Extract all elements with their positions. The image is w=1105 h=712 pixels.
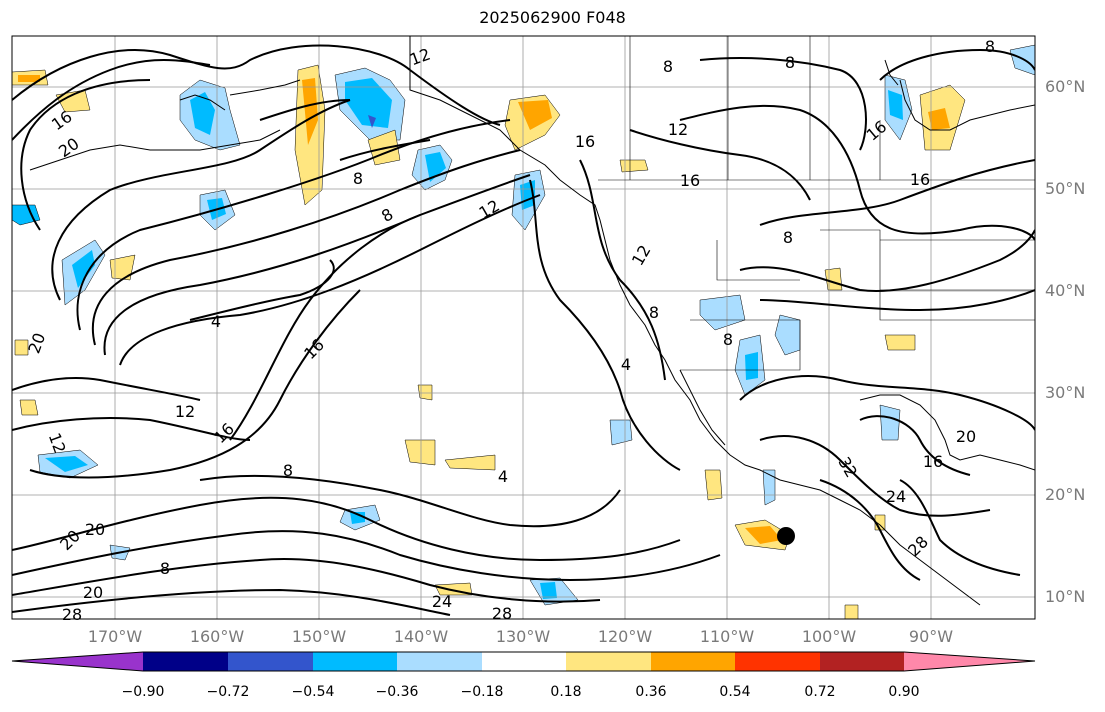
lat-label-50n: 50°N: [1045, 179, 1086, 198]
lon-label-120w: 120°W: [597, 627, 653, 646]
contour-label: 12: [407, 44, 433, 69]
lon-label-150w: 150°W: [291, 627, 347, 646]
contour-label: 16: [210, 419, 238, 447]
colorbar-over-arrow: [904, 652, 1035, 671]
lat-label-40n: 40°N: [1045, 281, 1086, 300]
contour-label: 20: [85, 520, 105, 539]
colorbar-tick-label: 0.18: [550, 684, 582, 700]
contour-label: 8: [160, 559, 170, 578]
lon-label-130w: 130°W: [495, 627, 551, 646]
contour-label: 20: [83, 583, 103, 602]
colorbar-tick-label: 0.72: [804, 684, 836, 700]
colorbar-segment: [143, 652, 228, 671]
contour-label: 16: [923, 452, 943, 471]
positive-shading: [12, 64, 966, 619]
contour-label: 20: [56, 526, 84, 554]
contour-label: 8: [649, 303, 659, 322]
contour-label: 20: [956, 427, 976, 446]
contour-label: 8: [283, 461, 293, 480]
colorbar-tick-label: 0.90: [888, 684, 920, 700]
lat-label-30n: 30°N: [1045, 383, 1086, 402]
colorbar-segment: [482, 652, 566, 671]
contour-label: 8: [985, 37, 995, 56]
colorbar-tick-label: 0.36: [635, 684, 667, 700]
colorbar-tick-label: 0.54: [719, 684, 751, 700]
contour-label: 24: [886, 487, 906, 506]
colorbar-segment: [313, 652, 397, 671]
contour-label: 16: [910, 170, 930, 189]
graticule: [12, 36, 1035, 619]
contour-label: 8: [378, 204, 396, 226]
colorbar-tick-label: −0.36: [375, 684, 419, 700]
lon-label-160w: 160°W: [189, 627, 245, 646]
lat-label-60n: 60°N: [1045, 77, 1086, 96]
colorbar-segment: [566, 652, 651, 671]
contour-label: 28: [904, 532, 932, 560]
contour-label: 12: [628, 242, 655, 269]
contour-label: 12: [476, 196, 503, 223]
lat-label-20n: 20°N: [1045, 485, 1086, 504]
lon-label-90w: 90°W: [908, 627, 954, 646]
colorbar-outline: [11, 651, 1036, 672]
contour-label: 4: [621, 355, 631, 374]
lon-label-110w: 110°W: [699, 627, 755, 646]
negative-shading: [12, 44, 1035, 606]
contour-label: 28: [492, 604, 512, 623]
contour-label: 8: [353, 169, 363, 188]
map-frame: [11, 35, 1036, 620]
contour-label: 28: [62, 605, 82, 624]
colorbar-tick-label: −0.90: [121, 684, 165, 700]
contour-label: 12: [668, 120, 688, 139]
colorbar-segment: [228, 652, 313, 671]
contour-label: 20: [55, 134, 83, 161]
colorbar-tick-label: −0.72: [206, 684, 250, 700]
contour-label: 24: [432, 592, 452, 611]
contour-label: 8: [785, 53, 795, 72]
contour-label: 4: [498, 467, 508, 486]
storm-marker: [777, 527, 795, 545]
colorbar-tick-label: −0.18: [460, 684, 504, 700]
contour-label: 4: [211, 312, 221, 331]
contour-label: 12: [175, 402, 195, 421]
contour-label: 16: [680, 171, 700, 190]
colorbar-segment: [397, 652, 482, 671]
contour-label: 16: [575, 132, 595, 151]
colorbar: [11, 651, 1036, 672]
colorbar-under-arrow: [12, 652, 143, 671]
contour-label: 8: [783, 228, 793, 247]
contour-label: 8: [723, 330, 733, 349]
lon-label-170w: 170°W: [87, 627, 143, 646]
colorbar-segment: [820, 652, 904, 671]
lon-label-100w: 100°W: [801, 627, 857, 646]
colorbar-segment: [651, 652, 735, 671]
colorbar-segment: [735, 652, 820, 671]
colorbar-tick-label: −0.54: [291, 684, 335, 700]
contour-lines: [12, 44, 1035, 616]
lon-label-140w: 140°W: [393, 627, 449, 646]
lat-label-10n: 10°N: [1045, 587, 1086, 606]
contour-label: 8: [663, 57, 673, 76]
map-title: 2025062900 F048: [479, 8, 626, 27]
